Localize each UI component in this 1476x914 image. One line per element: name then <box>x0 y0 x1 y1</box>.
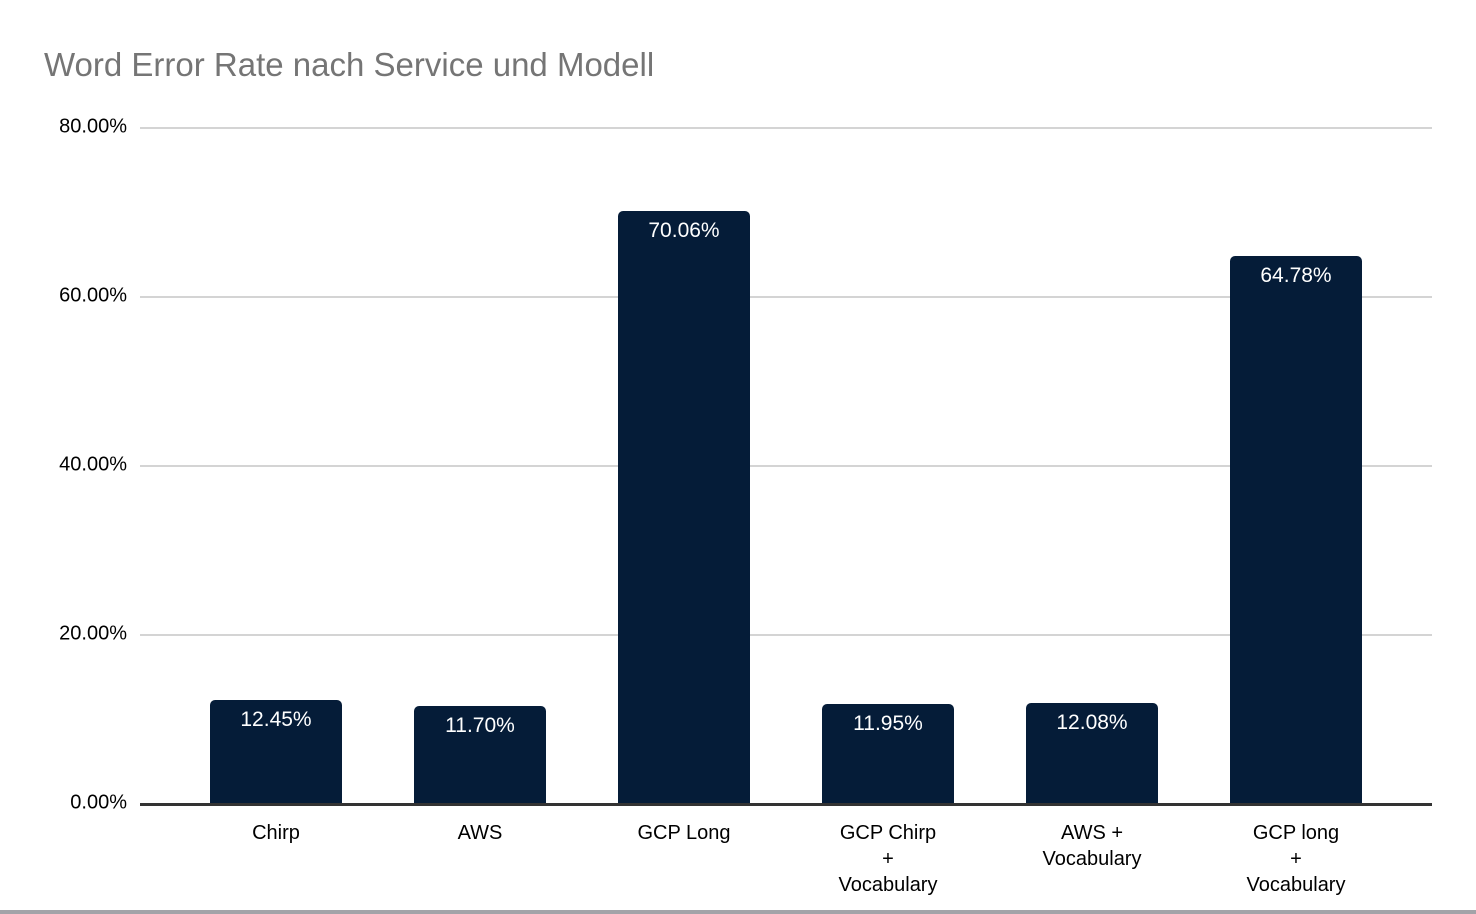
bar-value-label: 12.45% <box>240 707 312 731</box>
chart-title: Word Error Rate nach Service und Modell <box>44 46 655 83</box>
bar-value-label: 11.95% <box>853 711 923 735</box>
x-axis-label-chirp: Chirp <box>252 822 300 844</box>
x-axis-label-gcp-chirp-vocabulary: GCP Chirp + Vocabulary <box>838 822 938 896</box>
bar-value-label: 64.78% <box>1260 264 1332 287</box>
x-axis-label-gcp-long-vocabulary: GCP long + Vocabulary <box>1246 822 1346 896</box>
bar-slot-aws-vocabulary: 12.08% AWS + Vocabulary <box>990 127 1194 870</box>
y-tick-label: 40.00% <box>59 453 127 476</box>
x-axis-label-aws: AWS <box>457 822 503 844</box>
bar-gcp-long[interactable]: 70.06% <box>618 211 750 805</box>
bar-slot-gcp-long-vocabulary: 64.78% GCP long + Vocabulary <box>1194 127 1398 896</box>
bar-value-label: 70.06% <box>648 219 720 243</box>
bars-row: 12.45% Chirp 11.70% AWS 70.06% GCP Long 11.95%… <box>174 127 1398 896</box>
y-tick-label: 20.00% <box>59 622 127 645</box>
bar-value-label: 12.08% <box>1056 710 1128 734</box>
y-tick-label: 80.00% <box>59 115 127 138</box>
bar-gcp-long-vocabulary[interactable]: 64.78% <box>1230 256 1362 805</box>
bar-aws[interactable]: 11.70% <box>414 705 546 805</box>
gridline: 20.00% <box>59 623 1432 645</box>
plot-area: 12.45% Chirp 11.70% AWS 70.06% GCP Long 11.95%… <box>59 116 1432 896</box>
gridline: 60.00% <box>59 285 1432 307</box>
bar-slot-gcp-chirp-vocabulary: 11.95% GCP Chirp + Vocabulary <box>786 127 990 896</box>
page-bottom-divider <box>0 910 1476 914</box>
gridline: 80.00% <box>59 116 1432 138</box>
bar-chirp[interactable]: 12.45% <box>210 699 342 805</box>
gridline: 40.00% <box>59 454 1432 476</box>
bar-slot-aws: 11.70% AWS <box>378 127 582 844</box>
bar-gcp-chirp-vocabulary[interactable]: 11.95% <box>822 703 954 805</box>
x-axis-baseline: 0.00% <box>70 792 1432 814</box>
y-tick-label: 0.00% <box>70 791 127 814</box>
x-axis-label-gcp-long: GCP Long <box>637 822 731 844</box>
bar-slot-gcp-long: 70.06% GCP Long <box>582 127 786 844</box>
y-tick-label: 60.00% <box>59 284 127 307</box>
x-axis-label-aws-vocabulary: AWS + Vocabulary <box>1042 822 1142 870</box>
bar-slot-chirp: 12.45% Chirp <box>174 127 378 844</box>
bar-value-label: 11.70% <box>445 713 515 737</box>
bar-aws-vocabulary[interactable]: 12.08% <box>1026 702 1158 805</box>
